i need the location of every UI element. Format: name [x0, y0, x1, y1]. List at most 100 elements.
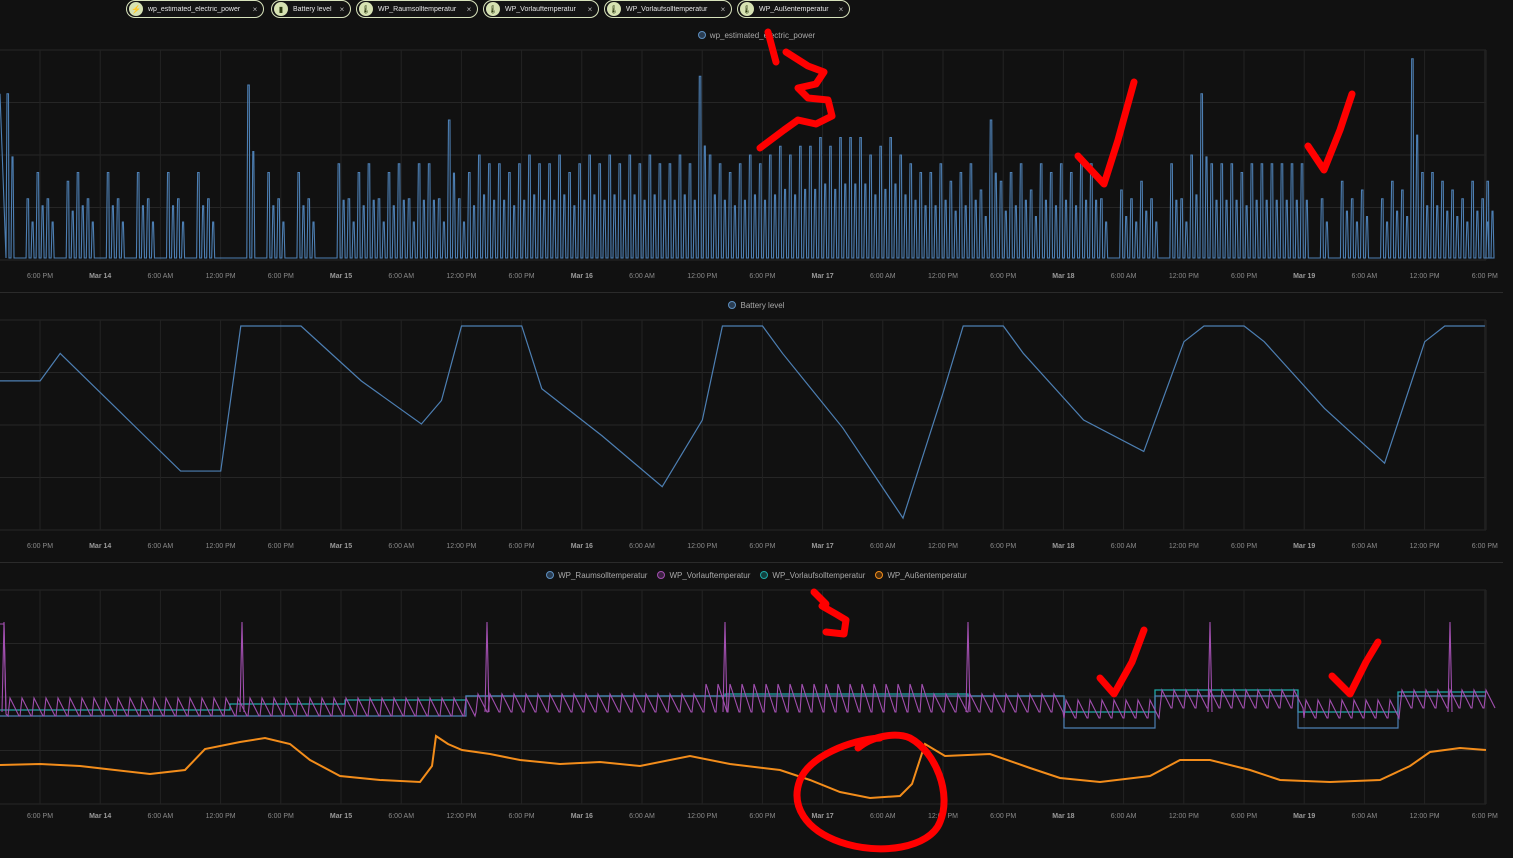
x-tick-label: 6:00 PM [509, 813, 535, 820]
thermometer-icon: 🌡 [359, 2, 373, 16]
legend-item[interactable]: WP_Außentemperatur [875, 568, 967, 582]
x-tick-label: 6:00 AM [870, 813, 896, 820]
chart-legend-power: wp_estimated_electric_power [0, 28, 1513, 42]
x-tick-label: 6:00 PM [27, 273, 53, 280]
x-tick-label: 12:00 PM [687, 273, 717, 280]
legend-item[interactable]: Battery level [728, 298, 785, 312]
x-tick-label: 6:00 PM [749, 813, 775, 820]
x-tick-label: 6:00 PM [27, 543, 53, 550]
chart-legend-battery: Battery level [0, 298, 1513, 312]
x-tick-label: Mar 15 [330, 273, 352, 280]
legend-dot [657, 571, 666, 579]
vorlauf-spike [1207, 621, 1213, 713]
filter-chip-battery-level[interactable]: ▮ Battery level × [271, 0, 351, 18]
chart-legend-temperatures: WP_Raumsolltemperatur WP_Vorlauftemperat… [0, 568, 1513, 582]
x-tick-label: Mar 19 [1293, 273, 1315, 280]
x-tick-label: 6:00 PM [1231, 273, 1257, 280]
legend-label: WP_Vorlaufsolltemperatur [772, 570, 866, 580]
aussen-series-line [0, 734, 1487, 800]
vorlauf-spike [965, 621, 971, 713]
x-tick-label: 6:00 PM [268, 543, 294, 550]
x-tick-label: 6:00 AM [1352, 543, 1378, 550]
filter-chip-aussentemperatur[interactable]: 🌡 WP_Außentemperatur × [737, 0, 850, 18]
x-tick-label: 6:00 AM [1352, 813, 1378, 820]
filter-chip-label: WP_Außentemperatur [759, 5, 829, 13]
filter-chip-label: wp_estimated_electric_power [148, 5, 241, 13]
x-tick-label: 6:00 PM [1472, 273, 1498, 280]
filter-chip-label: WP_Vorlauftemperatur [505, 5, 576, 13]
legend-item[interactable]: WP_Vorlaufsolltemperatur [760, 568, 865, 582]
close-icon[interactable]: × [720, 4, 726, 14]
x-tick-label: Mar 19 [1293, 813, 1315, 820]
x-tick-label: 12:00 PM [928, 543, 958, 550]
legend-label: Battery level [740, 300, 785, 310]
temperature-chart[interactable]: 6:00 PM Mar 14 6:00 AM 12:00 PM 6:00 PM Mar 1… [0, 584, 1503, 824]
x-tick-label: 6:00 AM [148, 543, 174, 550]
x-tick-label: Mar 17 [812, 813, 834, 820]
power-series-line [0, 58, 1495, 259]
x-tick-label: 6:00 PM [1472, 543, 1498, 550]
x-tick-label: 6:00 AM [629, 543, 655, 550]
vorlauf-spike [1, 621, 7, 713]
lightning-icon: ⚡ [129, 2, 143, 16]
filter-chip-electric-power[interactable]: ⚡ wp_estimated_electric_power × [126, 0, 264, 18]
x-tick-label: 12:00 PM [928, 813, 958, 820]
x-tick-label: 12:00 PM [446, 273, 476, 280]
filter-chip-raumsolltemperatur[interactable]: 🌡 WP_Raumsolltemperatur × [356, 0, 478, 18]
filter-chip-vorlaufsolltemperatur[interactable]: 🌡 WP_Vorlaufsolltemperatur × [604, 0, 732, 18]
x-tick-label: Mar 16 [571, 273, 593, 280]
x-tick-label: 6:00 AM [1111, 273, 1137, 280]
chart-divider [0, 292, 1503, 293]
x-tick-label: Mar 15 [330, 543, 352, 550]
x-tick-label: 6:00 PM [990, 543, 1016, 550]
thermometer-icon: 🌡 [607, 2, 621, 16]
x-tick-label: 6:00 PM [268, 813, 294, 820]
close-icon[interactable]: × [252, 4, 258, 14]
close-icon[interactable]: × [466, 4, 472, 14]
battery-icon: ▮ [274, 2, 288, 16]
x-tick-label: Mar 16 [571, 813, 593, 820]
x-tick-label: 6:00 AM [1111, 813, 1137, 820]
x-tick-label: 6:00 AM [388, 273, 414, 280]
x-tick-label: 6:00 PM [990, 813, 1016, 820]
x-tick-label: 12:00 PM [1410, 273, 1440, 280]
close-icon[interactable]: × [587, 4, 593, 14]
legend-item[interactable]: WP_Vorlauftemperatur [657, 568, 750, 582]
vorlauf-series-line [0, 623, 1496, 720]
legend-dot [728, 301, 737, 309]
x-tick-label: 6:00 AM [148, 813, 174, 820]
x-tick-label: 6:00 PM [1231, 543, 1257, 550]
filter-bar: ⚡ wp_estimated_electric_power × ▮ Batter… [0, 0, 1513, 20]
legend-item[interactable]: WP_Raumsolltemperatur [546, 568, 647, 582]
x-tick-label: 12:00 PM [1410, 813, 1440, 820]
x-tick-label: Mar 18 [1052, 543, 1074, 550]
x-tick-label: 6:00 AM [870, 273, 896, 280]
x-tick-label: 6:00 PM [27, 813, 53, 820]
legend-label: WP_Raumsolltemperatur [558, 570, 648, 580]
x-tick-label: Mar 17 [812, 543, 834, 550]
x-tick-label: 12:00 PM [687, 543, 717, 550]
vorlauf-spike [722, 621, 728, 713]
x-tick-label: 12:00 PM [206, 813, 236, 820]
x-tick-label: 6:00 PM [1231, 813, 1257, 820]
legend-item[interactable]: wp_estimated_electric_power [697, 28, 815, 42]
x-tick-label: 12:00 PM [1169, 273, 1199, 280]
x-tick-label: 12:00 PM [1169, 543, 1199, 550]
vorlauf-spike [484, 621, 490, 713]
filter-chip-vorlauftemperatur[interactable]: 🌡 WP_Vorlauftemperatur × [483, 0, 599, 18]
battery-chart[interactable]: 6:00 PM Mar 14 6:00 AM 12:00 PM 6:00 PM Mar 1… [0, 314, 1503, 559]
x-tick-label: 6:00 AM [629, 273, 655, 280]
x-tick-label: 6:00 AM [1111, 543, 1137, 550]
close-icon[interactable]: × [838, 4, 844, 14]
filter-chip-label: Battery level [293, 5, 332, 13]
thermometer-icon: 🌡 [740, 2, 754, 16]
x-tick-label: Mar 15 [330, 813, 352, 820]
x-tick-label: 12:00 PM [206, 543, 236, 550]
x-tick-label: Mar 14 [89, 813, 111, 820]
power-chart[interactable]: 6:00 PM Mar 14 6:00 AM 12:00 PM 6:00 PM Mar 1… [0, 44, 1503, 289]
x-tick-label: Mar 18 [1052, 273, 1074, 280]
vorlauf-spike [1447, 621, 1453, 713]
x-tick-label: 6:00 AM [148, 273, 174, 280]
close-icon[interactable]: × [339, 4, 345, 14]
x-tick-label: 6:00 PM [990, 273, 1016, 280]
